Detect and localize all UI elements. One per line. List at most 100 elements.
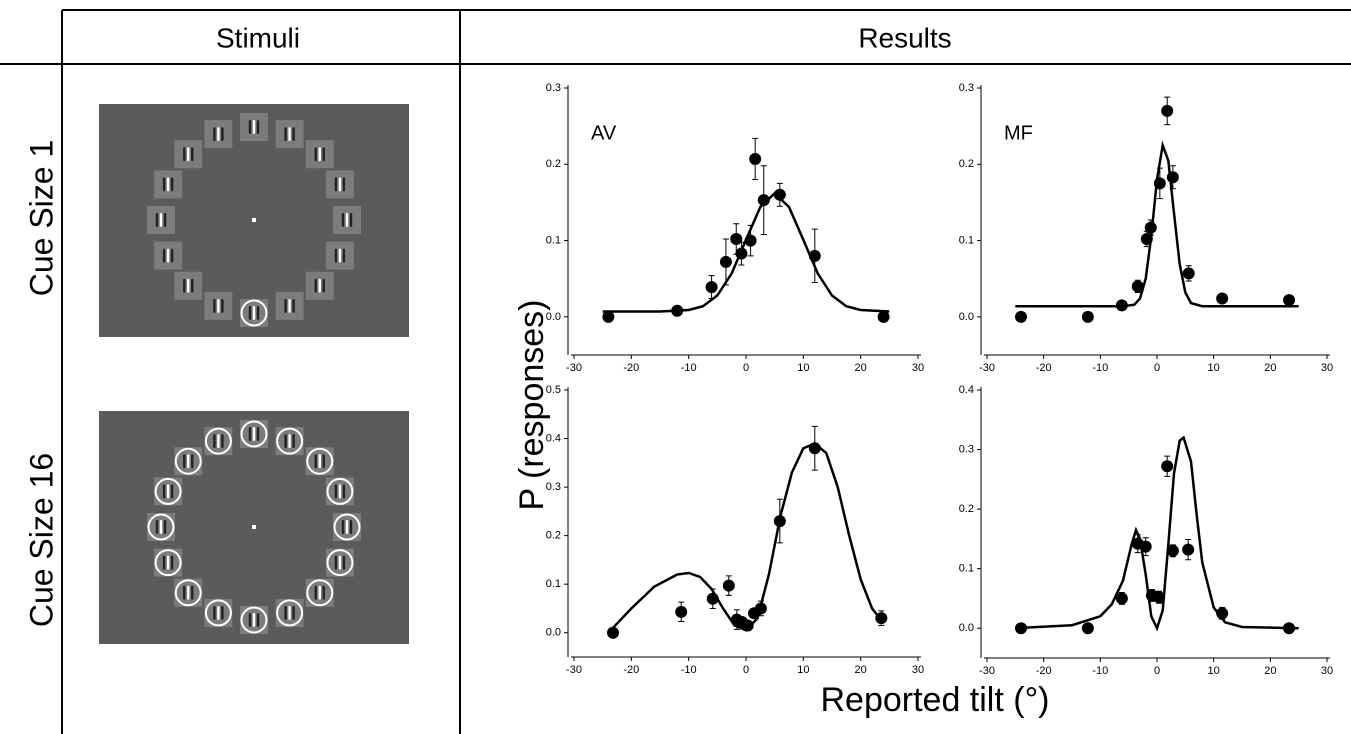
cue-circle bbox=[306, 447, 334, 475]
cue-circle bbox=[240, 420, 268, 448]
x-tick-label: -30 bbox=[979, 362, 995, 374]
x-tick-label: 30 bbox=[1321, 665, 1333, 677]
y-tick-label: 0.4 bbox=[546, 432, 561, 444]
cue-circle bbox=[306, 579, 334, 607]
gabor-stripe bbox=[170, 555, 174, 570]
y-tick-label: 0.1 bbox=[546, 578, 561, 590]
data-point bbox=[1283, 622, 1296, 635]
data-point bbox=[706, 592, 719, 605]
gabor-stripe bbox=[191, 454, 194, 469]
cue-circle bbox=[240, 606, 268, 634]
gabor-stripe bbox=[248, 613, 252, 627]
chart: 0.0 0.1 0.2 0.3 -30 -20 -10 0 10 20 30 AV bbox=[546, 82, 924, 374]
gabor-stripe bbox=[170, 177, 174, 192]
gabor-stripe bbox=[288, 434, 291, 449]
data-point bbox=[1153, 177, 1166, 190]
gabor-stripe bbox=[318, 147, 321, 162]
x-tick-label: -10 bbox=[681, 664, 697, 676]
gabor-stripe bbox=[256, 306, 260, 320]
gabor-stripe bbox=[288, 298, 291, 313]
gabor-stripe bbox=[318, 585, 321, 600]
x-tick-label: -30 bbox=[566, 664, 582, 676]
gabor-stripe bbox=[187, 454, 190, 469]
data-point bbox=[1216, 292, 1229, 305]
x-tick-label: 30 bbox=[912, 664, 924, 676]
gabor-stripe bbox=[292, 605, 295, 620]
gabor-stripe bbox=[322, 278, 325, 293]
gabor-stripe bbox=[288, 127, 291, 142]
cue-circle bbox=[154, 549, 182, 577]
x-tick-label: -10 bbox=[1092, 665, 1108, 677]
data-point bbox=[1152, 591, 1165, 604]
y-tick-label: 0.2 bbox=[546, 530, 561, 542]
row-label: Cue Size 16 bbox=[23, 453, 59, 627]
gabor-stripe bbox=[248, 306, 252, 320]
data-point bbox=[1115, 299, 1128, 312]
cue-circle bbox=[333, 513, 361, 541]
gabor-stripe bbox=[334, 248, 338, 263]
gabor-stripe bbox=[221, 605, 224, 620]
gabor-stripe bbox=[162, 248, 166, 263]
data-point bbox=[773, 188, 786, 201]
data-point bbox=[744, 234, 757, 247]
gabor-stripe bbox=[163, 520, 167, 534]
data-point bbox=[1216, 607, 1229, 620]
gabor-stripe bbox=[292, 127, 295, 142]
y-tick-label: 0.5 bbox=[546, 384, 561, 396]
data-point bbox=[1140, 233, 1153, 246]
data-point bbox=[735, 247, 748, 260]
data-point bbox=[1283, 294, 1296, 307]
x-tick-label: -30 bbox=[979, 665, 995, 677]
y-tick-label: 0.4 bbox=[959, 384, 974, 396]
data-point bbox=[1015, 622, 1027, 635]
gabor-stripe bbox=[322, 454, 325, 469]
gabor-stripe bbox=[183, 454, 186, 469]
gabor-stripe bbox=[166, 248, 170, 263]
gabor-stripe bbox=[217, 127, 220, 142]
gabor-stripe bbox=[314, 585, 317, 600]
y-tick-label: 0.3 bbox=[959, 82, 974, 94]
gabor-stripe bbox=[342, 555, 346, 570]
gabor-stripe bbox=[334, 484, 338, 499]
x-tick-label: 0 bbox=[1154, 665, 1160, 677]
y-tick-label: 0.0 bbox=[959, 622, 974, 634]
x-tick-label: -20 bbox=[1036, 665, 1052, 677]
gabor-stripe bbox=[314, 278, 317, 293]
x-tick-label: 20 bbox=[1264, 665, 1276, 677]
x-tick-label: 10 bbox=[797, 664, 809, 676]
gabor-stripe bbox=[183, 278, 186, 293]
chart: 0.0 0.1 0.2 0.3 0.4 -30 -20 -10 0 10 20 30 bbox=[959, 384, 1333, 677]
gabor-stripe bbox=[322, 585, 325, 600]
gabor-stripe bbox=[191, 147, 194, 162]
column-header: Results bbox=[858, 22, 951, 53]
data-point bbox=[1182, 267, 1195, 280]
gabor-stripe bbox=[187, 278, 190, 293]
x-tick-label: 10 bbox=[1208, 362, 1220, 374]
cue-circle bbox=[174, 447, 202, 475]
gabor-stripe bbox=[217, 298, 220, 313]
gabor-stripe bbox=[166, 555, 170, 570]
x-tick-label: 20 bbox=[855, 362, 867, 374]
gabor-stripe bbox=[292, 434, 295, 449]
column-header: Stimuli bbox=[216, 22, 300, 53]
data-point bbox=[877, 310, 890, 323]
gabor-stripe bbox=[318, 454, 321, 469]
data-point bbox=[1131, 280, 1144, 293]
gabor-stripe bbox=[256, 427, 260, 441]
gabor-stripe bbox=[314, 147, 317, 162]
data-point bbox=[675, 605, 688, 618]
y-tick-label: 0.2 bbox=[959, 503, 974, 515]
gabor-stripe bbox=[314, 454, 317, 469]
gabor-stripe bbox=[213, 127, 216, 142]
y-tick-label: 0.0 bbox=[546, 627, 561, 639]
row-label: Cue Size 1 bbox=[23, 140, 59, 297]
gabor-stripe bbox=[342, 248, 346, 263]
gabor-stripe bbox=[342, 484, 346, 499]
x-tick-label: 20 bbox=[855, 664, 867, 676]
cue-circle bbox=[326, 549, 354, 577]
stimulus-panel bbox=[99, 104, 409, 337]
cue-circle bbox=[276, 599, 304, 627]
data-point bbox=[602, 310, 615, 323]
